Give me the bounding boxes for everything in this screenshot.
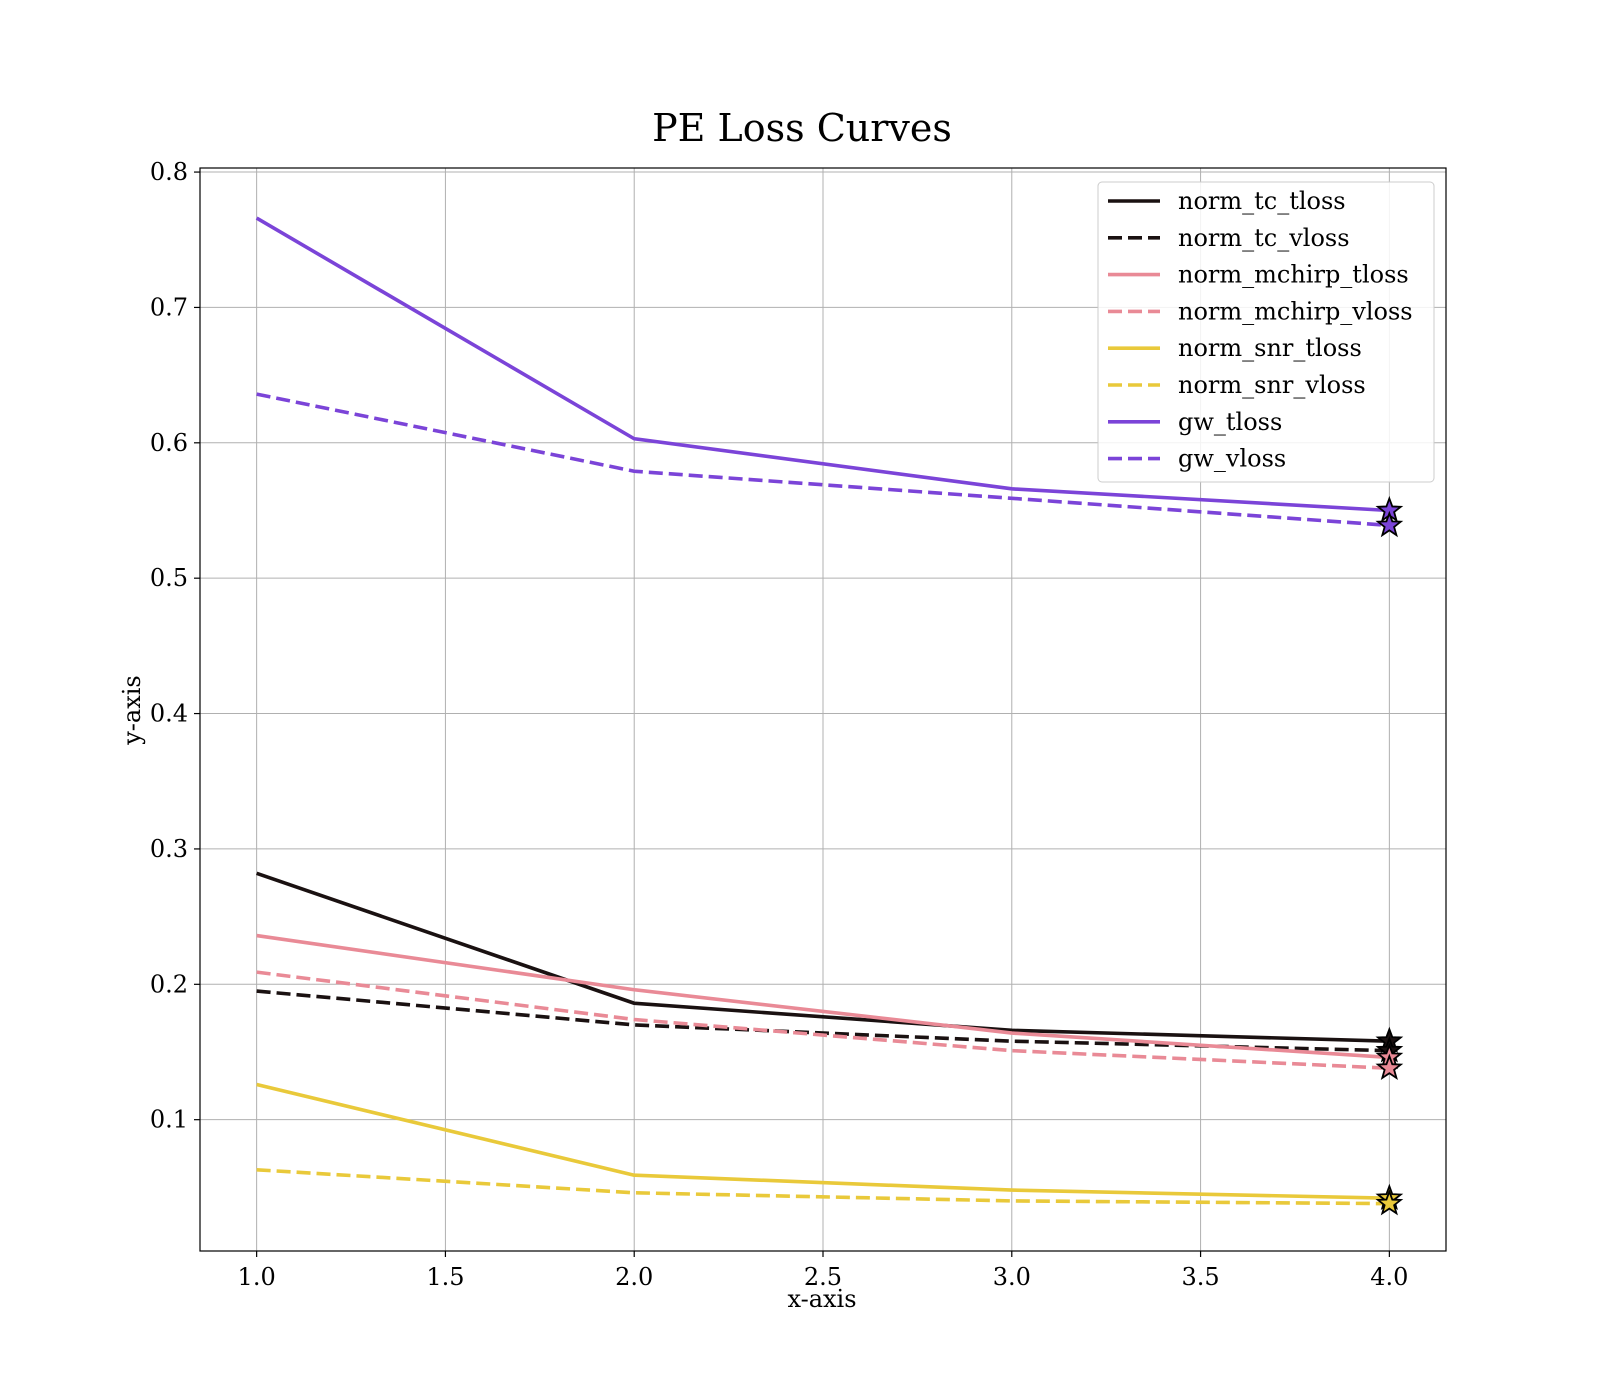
x-tick-label: 1.0 — [238, 1263, 276, 1291]
end-marker-gw_vloss — [1375, 510, 1404, 538]
x-tick-label: 2.0 — [615, 1263, 653, 1291]
series-layer — [255, 216, 1390, 1206]
x-tick-label: 1.5 — [426, 1263, 464, 1291]
legend: norm_tc_tloss norm_tc_vloss norm_mchirp_tl… — [1097, 181, 1435, 483]
legend-label-norm_mchirp_vloss: norm_mchirp_vloss — [1178, 297, 1413, 325]
series-line-norm_mchirp_tloss — [256, 933, 1390, 1060]
y-tick-label: 0.1 — [150, 1106, 188, 1134]
legend-label-norm_mchirp_tloss: norm_mchirp_tloss — [1178, 261, 1409, 289]
y-tick-label: 0.8 — [150, 158, 188, 186]
x-tick-label: 4.0 — [1370, 1263, 1408, 1291]
y-axis-ticks: 0.1 0.2 0.3 0.4 0.5 0.6 0.7 0.8 — [150, 158, 200, 1134]
x-tick-label: 3.0 — [993, 1263, 1031, 1291]
legend-label-norm_snr_vloss: norm_snr_vloss — [1178, 371, 1366, 399]
y-tick-label: 0.5 — [150, 564, 188, 592]
x-tick-label: 3.5 — [1181, 1263, 1219, 1291]
y-tick-label: 0.3 — [150, 835, 188, 863]
chart-title: PE Loss Curves — [652, 106, 952, 150]
legend-label-norm_tc_vloss: norm_tc_vloss — [1178, 224, 1350, 252]
legend-label-gw_tloss: gw_tloss — [1178, 408, 1282, 436]
series-line-norm_mchirp_vloss — [256, 970, 1390, 1071]
end-markers — [1375, 495, 1404, 1216]
series-line-norm_snr_tloss — [256, 1082, 1390, 1200]
legend-label-gw_vloss: gw_vloss — [1178, 445, 1286, 473]
y-tick-label: 0.2 — [150, 970, 188, 998]
x-axis-label: x-axis — [787, 1285, 856, 1313]
y-tick-label: 0.7 — [150, 293, 188, 321]
y-axis-label: y-axis — [118, 675, 146, 746]
series-line-gw_tloss — [255, 216, 1390, 513]
y-tick-label: 0.6 — [150, 429, 188, 457]
x-tick-label: 2.5 — [804, 1263, 842, 1291]
end-marker-norm_mchirp_vloss — [1375, 1053, 1404, 1081]
series-line-norm_snr_vloss — [256, 1167, 1390, 1206]
series-line-norm_tc_tloss — [256, 871, 1390, 1043]
legend-box — [1097, 181, 1435, 483]
series-line-gw_vloss — [256, 392, 1390, 528]
y-tick-label: 0.4 — [150, 700, 188, 728]
legend-label-norm_snr_tloss: norm_snr_tloss — [1178, 334, 1362, 362]
legend-items: norm_tc_tloss norm_tc_vloss norm_mchirp_tl… — [1108, 187, 1413, 473]
legend-label-norm_tc_tloss: norm_tc_tloss — [1178, 187, 1346, 215]
end-marker-norm_snr_vloss — [1375, 1189, 1404, 1216]
x-axis-ticks: 1.0 1.5 2.0 2.5 3.0 3.5 4.0 — [238, 1251, 1408, 1291]
